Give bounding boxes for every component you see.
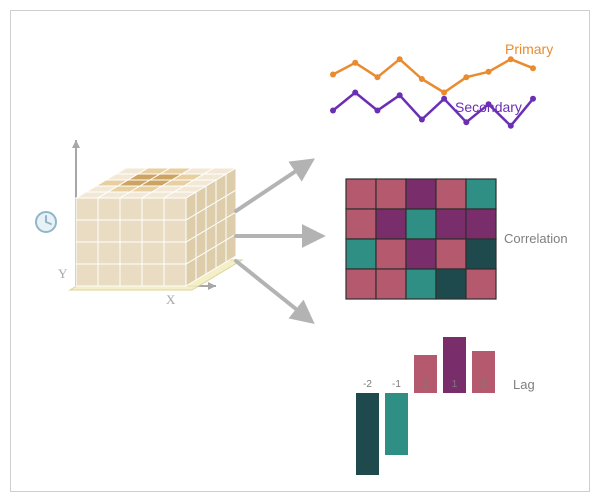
diagram-frame: XY Primary Secondary Correlation Lag -2-… (10, 10, 590, 492)
lag-tick: -1 (387, 379, 407, 390)
lag-bar-chart (11, 11, 589, 491)
lag-tick: -2 (358, 379, 378, 390)
lag-tick: 1 (445, 379, 465, 390)
lag-tick: 2 (474, 379, 494, 390)
lag-label: Lag (513, 377, 535, 392)
lag-tick: 0 (416, 379, 436, 390)
